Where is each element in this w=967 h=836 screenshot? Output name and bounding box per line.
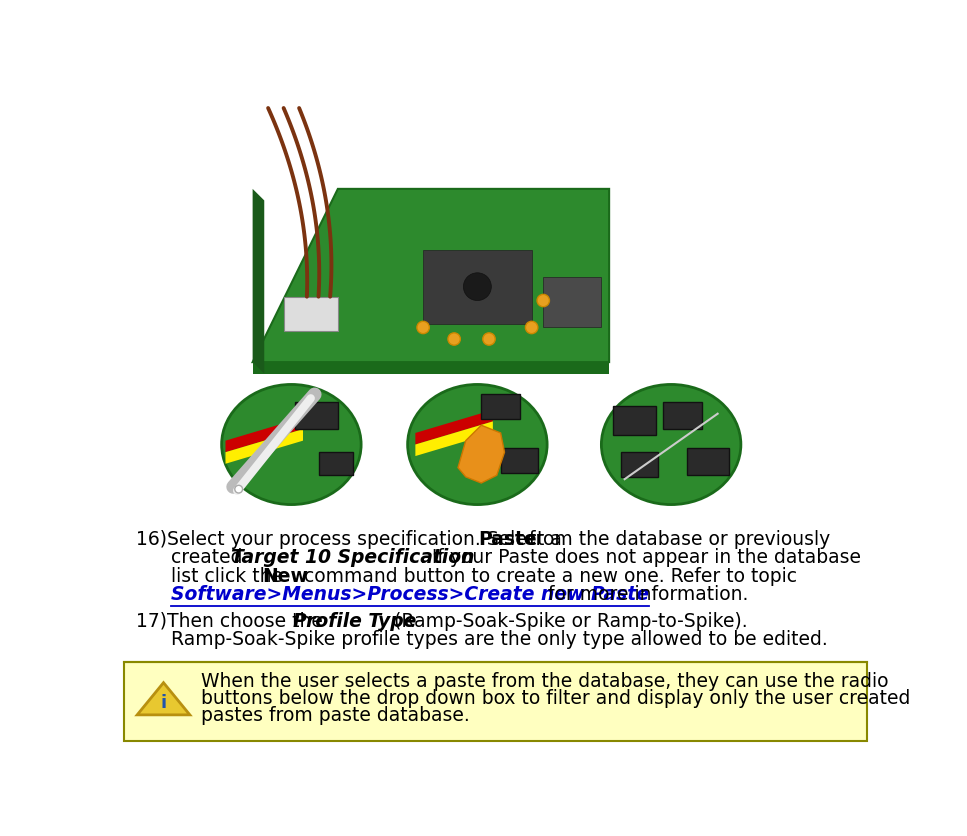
Bar (621, 452, 658, 477)
Bar (482, 395, 520, 419)
Polygon shape (225, 429, 303, 464)
Polygon shape (283, 297, 337, 331)
Polygon shape (252, 189, 264, 374)
Bar (613, 406, 656, 436)
Text: buttons below the drop down box to filter and display only the user created: buttons below the drop down box to filte… (201, 690, 910, 708)
Text: Then choose the: Then choose the (167, 612, 329, 630)
Polygon shape (458, 426, 505, 483)
Bar (687, 448, 729, 476)
Text: Paste: Paste (478, 530, 537, 549)
Text: (Ramp-Soak-Spike or Ramp-to-Spike).: (Ramp-Soak-Spike or Ramp-to-Spike). (389, 612, 748, 630)
Text: i: i (161, 694, 166, 712)
Text: pastes from paste database.: pastes from paste database. (201, 706, 469, 726)
Text: Profile Type: Profile Type (293, 612, 416, 630)
Polygon shape (137, 683, 190, 715)
Bar (318, 452, 353, 476)
Bar (501, 448, 538, 473)
Text: for more information.: for more information. (542, 585, 748, 604)
Circle shape (235, 486, 243, 493)
Text: Ramp-Soak-Spike profile types are the only type allowed to be edited.: Ramp-Soak-Spike profile types are the on… (171, 630, 828, 649)
Ellipse shape (221, 385, 361, 505)
Text: created: created (171, 548, 249, 568)
Circle shape (483, 333, 495, 345)
Polygon shape (252, 362, 609, 374)
Text: New: New (263, 567, 308, 586)
Text: from the database or previously: from the database or previously (523, 530, 831, 549)
Ellipse shape (601, 385, 741, 505)
Text: Target 10 Specification: Target 10 Specification (231, 548, 475, 568)
Text: 17): 17) (136, 612, 167, 630)
Text: Select your process specification. Select a: Select your process specification. Selec… (167, 530, 569, 549)
Circle shape (463, 273, 491, 300)
Text: Software>Menus>Process>Create new Paste: Software>Menus>Process>Create new Paste (171, 585, 649, 604)
Circle shape (417, 321, 429, 334)
Circle shape (537, 294, 549, 307)
Polygon shape (543, 278, 601, 328)
Text: list click the: list click the (171, 567, 289, 586)
Text: command button to create a new one. Refer to topic: command button to create a new one. Refe… (298, 567, 797, 586)
Text: 16): 16) (136, 530, 167, 549)
Bar (663, 402, 702, 429)
Text: . If your Paste does not appear in the database: . If your Paste does not appear in the d… (420, 548, 861, 568)
Polygon shape (424, 251, 532, 324)
Circle shape (525, 321, 538, 334)
Circle shape (448, 333, 460, 345)
Polygon shape (416, 421, 493, 456)
FancyBboxPatch shape (124, 662, 867, 741)
Text: When the user selects a paste from the database, they can use the radio: When the user selects a paste from the d… (201, 672, 889, 691)
Ellipse shape (408, 385, 547, 505)
Polygon shape (416, 410, 493, 445)
Polygon shape (225, 417, 303, 452)
Polygon shape (252, 189, 609, 362)
Bar (295, 402, 337, 429)
